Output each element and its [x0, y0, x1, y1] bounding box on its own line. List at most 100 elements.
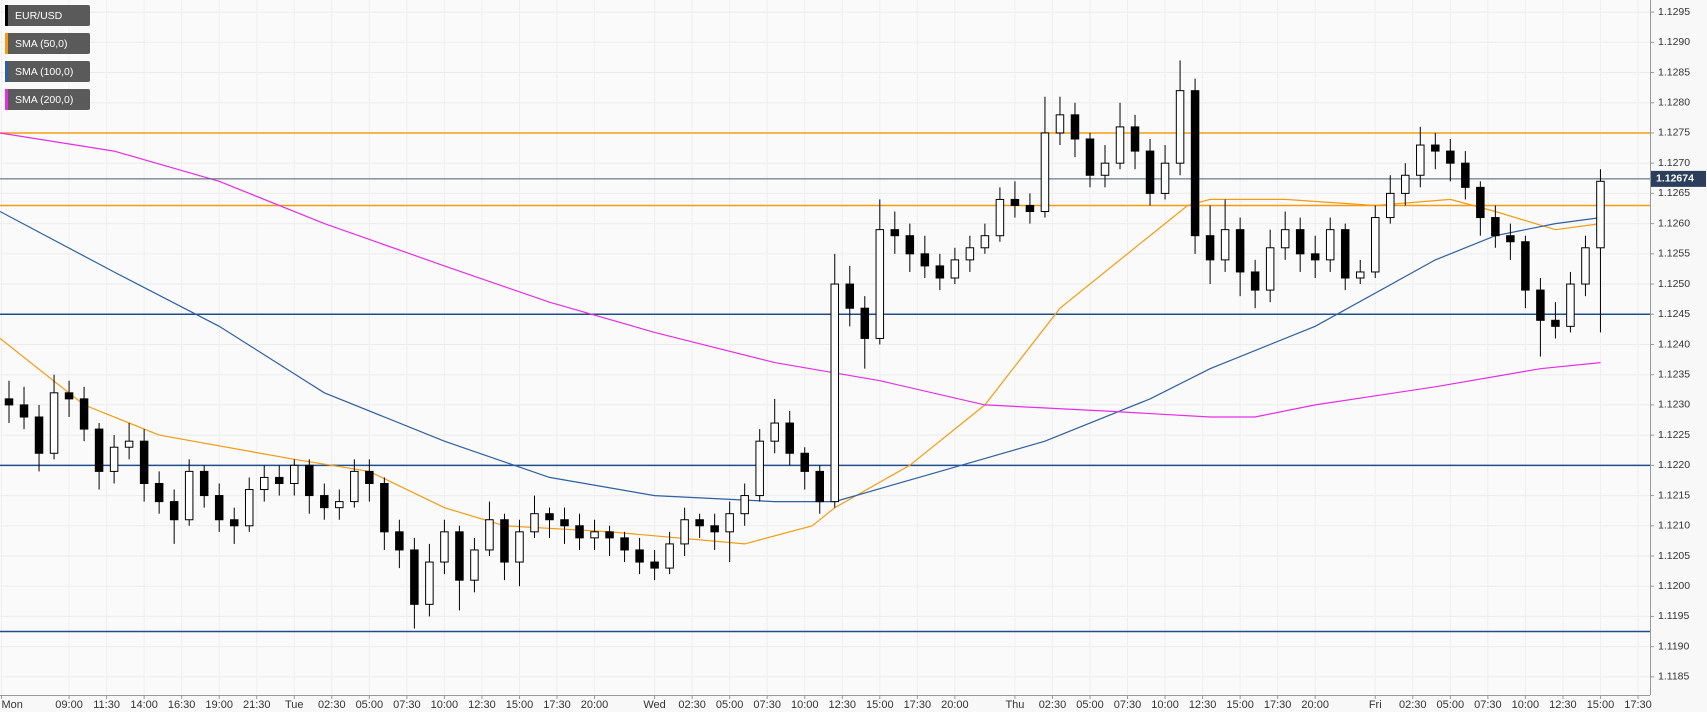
- legend-box: [5, 33, 90, 54]
- candle-body: [4, 398, 14, 406]
- candle-body: [19, 404, 29, 418]
- candle-body: [154, 482, 164, 503]
- candle-body: [710, 525, 719, 533]
- candle-body: [590, 531, 599, 539]
- y-tick-label: 1.1200: [1658, 580, 1690, 592]
- x-tick-label: 07:30: [1474, 699, 1502, 711]
- plot-area: [0, 0, 1650, 695]
- x-tick-label: 17:30: [543, 699, 571, 711]
- candle-body: [184, 470, 194, 521]
- y-tick-label: 1.1280: [1658, 97, 1690, 109]
- legend-swatch: [5, 61, 8, 82]
- candle-body: [214, 495, 224, 521]
- x-tick-label: 15:00: [866, 699, 894, 711]
- candle-body: [320, 495, 329, 509]
- candle-body: [1085, 138, 1095, 176]
- candle-body: [275, 476, 284, 484]
- candle-body: [1055, 114, 1065, 134]
- y-tick-label: 1.1250: [1658, 278, 1690, 290]
- x-tick-label: 07:30: [1114, 699, 1142, 711]
- current-price-box: [1651, 170, 1706, 187]
- candle-body: [34, 416, 44, 454]
- candle-body: [425, 561, 434, 605]
- candle-body: [1265, 247, 1275, 291]
- candle-body: [1476, 186, 1485, 219]
- x-tick-label: 10:00: [1512, 699, 1540, 711]
- candle-body: [229, 519, 239, 527]
- y-tick-label: 1.1195: [1658, 610, 1689, 622]
- candle-body: [124, 440, 134, 448]
- x-tick-label: 05:00: [716, 699, 744, 711]
- y-tick-label: 1.1285: [1658, 66, 1690, 78]
- candle-body: [1521, 241, 1530, 291]
- candle-body: [545, 513, 554, 521]
- candle-body: [515, 531, 524, 563]
- x-tick-label: Tue: [285, 699, 304, 711]
- candle-body: [890, 229, 900, 237]
- legend-swatch: [5, 89, 8, 110]
- x-tick-label: 15:00: [1226, 699, 1254, 711]
- x-tick-label: 19:00: [205, 699, 233, 711]
- current-price-label: 1.12674: [1656, 173, 1694, 185]
- candle-body: [1431, 144, 1440, 152]
- candle-body: [800, 452, 809, 472]
- x-tick-label: 05:00: [1437, 699, 1465, 711]
- x-tick-label: 10:00: [431, 699, 459, 711]
- candle-body: [1160, 162, 1170, 194]
- candle-body: [665, 543, 674, 569]
- candle-body: [860, 307, 870, 339]
- candle-body: [1280, 229, 1290, 249]
- candle-body: [1401, 174, 1410, 194]
- candle-body: [695, 519, 704, 527]
- y-tick-label: 1.1185: [1658, 671, 1689, 683]
- legend-swatch: [5, 33, 8, 54]
- candle-body: [1100, 162, 1110, 176]
- candle-body: [1461, 162, 1470, 188]
- candle-body: [1325, 229, 1335, 261]
- x-tick-label: 05:00: [356, 699, 384, 711]
- candle-body: [440, 531, 449, 563]
- legend-box: [5, 61, 90, 82]
- candle-body: [1416, 144, 1425, 176]
- x-tick-label: 16:30: [168, 699, 196, 711]
- candle-body: [680, 519, 689, 545]
- candle-body: [950, 259, 960, 279]
- candle-body: [1010, 198, 1020, 206]
- x-tick-label: 02:30: [1399, 699, 1427, 711]
- candle-body: [1205, 235, 1215, 261]
- candle-body: [1295, 229, 1305, 255]
- y-tick-label: 1.1215: [1658, 489, 1690, 501]
- legend-label: SMA (50,0): [15, 38, 68, 50]
- candle-body: [94, 428, 104, 472]
- legend-label: SMA (200,0): [15, 94, 73, 106]
- y-tick-label: 1.1290: [1658, 36, 1690, 48]
- candle-body: [1596, 180, 1605, 249]
- candle-body: [259, 476, 269, 491]
- y-tick-label: 1.1275: [1658, 127, 1690, 139]
- candle-body: [815, 470, 824, 503]
- candle-body: [905, 235, 915, 255]
- x-tick-label: 10:00: [1151, 699, 1179, 711]
- x-tick-label: Fri: [1369, 699, 1382, 711]
- candle-body: [1250, 271, 1260, 291]
- candle-body: [1310, 253, 1320, 261]
- candle-body: [64, 392, 74, 400]
- x-tick-label: 02:30: [318, 699, 346, 711]
- legend-box: [5, 5, 90, 26]
- candle-body: [1190, 90, 1200, 237]
- x-tick-label: 12:30: [829, 699, 857, 711]
- candle-body: [785, 422, 794, 454]
- y-tick-label: 1.1210: [1658, 520, 1690, 532]
- candle-body: [1175, 90, 1185, 164]
- y-tick-label: 1.1265: [1658, 187, 1690, 199]
- y-tick-label: 1.1190: [1658, 640, 1689, 652]
- candle-body: [965, 247, 975, 261]
- candle-body: [605, 531, 614, 539]
- candle-body: [875, 229, 885, 339]
- candle-body: [995, 198, 1005, 237]
- y-tick-label: 1.1220: [1658, 459, 1690, 471]
- candle-body: [1506, 235, 1515, 243]
- x-tick-label: 20:00: [581, 699, 609, 711]
- candle-body: [1070, 114, 1080, 140]
